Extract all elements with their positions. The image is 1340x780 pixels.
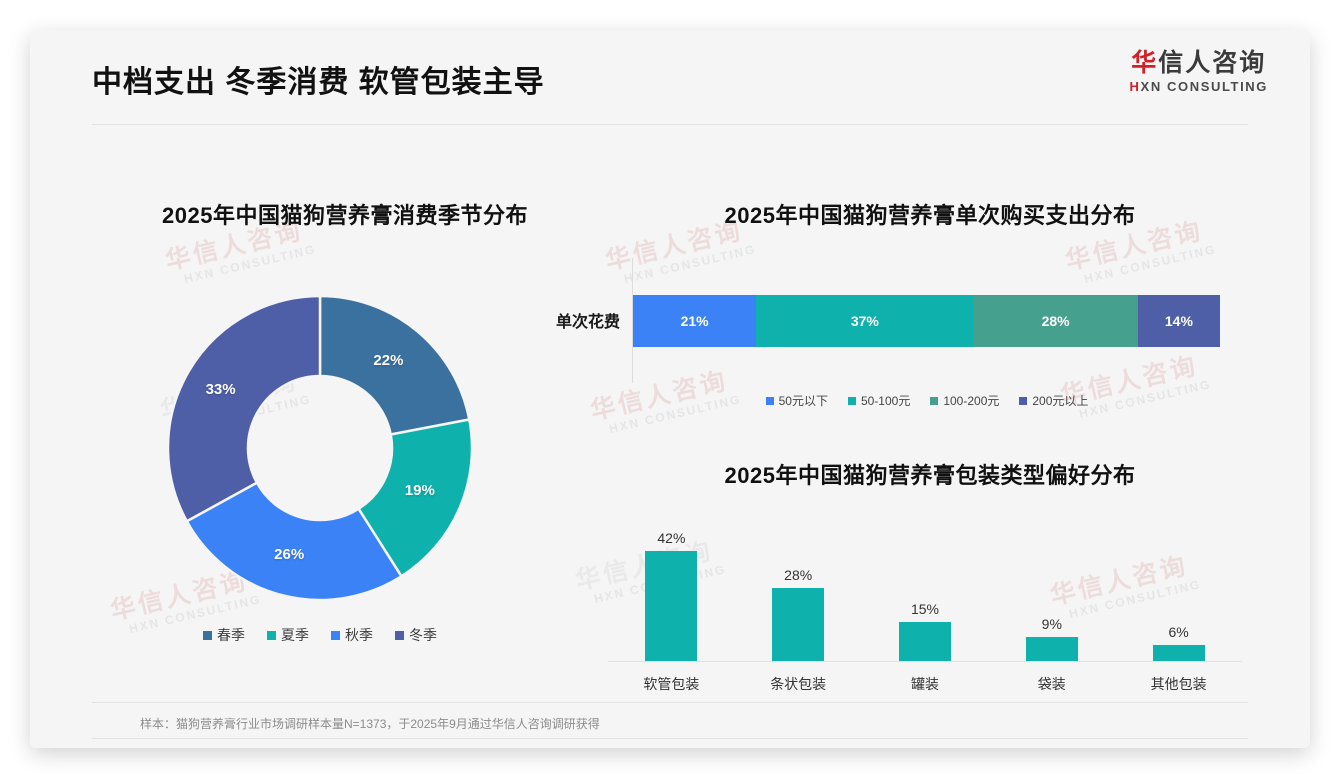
legend-swatch-icon <box>203 630 212 640</box>
page-title: 中档支出 冬季消费 软管包装主导 <box>92 66 545 99</box>
donut-chart: 22% 19% 26% 33% <box>160 288 480 608</box>
stacked-bar-segment[interactable]: 21% <box>633 295 757 347</box>
stacked-bar-category-label: 单次花费 <box>555 314 620 331</box>
slide-header: 中档支出 冬季消费 软管包装主导 华信人咨询 HXN CONSULTING <box>30 30 1310 128</box>
column-chart-column[interactable]: 6% <box>1115 516 1242 661</box>
donut-chart-svg <box>166 294 474 602</box>
stacked-bar-legend-label: 50-100元 <box>860 394 911 408</box>
donut-legend-label: 冬季 <box>409 627 437 643</box>
brand-logo-en-rest: XN CONSULTING <box>1140 79 1268 94</box>
stacked-bar-legend-item[interactable]: 50-100元 <box>847 392 911 409</box>
header-divider <box>92 124 1248 125</box>
stacked-bar-legend-item[interactable]: 200元以上 <box>1019 392 1088 409</box>
column-category-label: 软管包装 <box>643 676 700 692</box>
stacked-bar-axis <box>632 258 633 383</box>
stacked-bar-legend-label: 50元以下 <box>778 394 828 408</box>
stacked-bar-segment-label: 14% <box>1164 313 1193 329</box>
donut-slice[interactable] <box>185 480 404 602</box>
legend-swatch-icon <box>847 396 856 405</box>
column-bar[interactable] <box>1025 637 1078 661</box>
column-chart-baseline <box>608 661 1242 662</box>
stacked-bar-segment[interactable]: 14% <box>1137 295 1220 347</box>
column-chart-title: 2025年中国猫狗营养膏包装类型偏好分布 <box>724 463 1136 488</box>
stacked-bar-legend-item[interactable]: 50元以下 <box>765 392 828 409</box>
watermark-en: HXN CONSULTING <box>1082 241 1218 287</box>
slide-card: 华信人咨询 HXN CONSULTING 华信人咨询 HXN CONSULTIN… <box>30 30 1310 748</box>
brand-logo: 华信人咨询 HXN CONSULTING <box>1130 49 1268 94</box>
column-category-label: 罐装 <box>910 676 939 692</box>
column-value-label: 6% <box>1168 624 1189 641</box>
column-value-label: 42% <box>657 529 686 546</box>
stacked-bar-track: 21% 37% 28% 14% <box>633 295 1220 347</box>
stacked-bar-title: 2025年中国猫狗营养膏单次购买支出分布 <box>724 203 1136 228</box>
donut-slice-label: 19% <box>404 482 435 500</box>
brand-logo-cn: 华信人咨询 <box>1130 49 1268 77</box>
donut-legend-item[interactable]: 冬季 <box>395 625 437 645</box>
column-chart-column[interactable]: 42% <box>608 516 735 661</box>
stacked-bar-segment[interactable]: 37% <box>756 295 974 347</box>
legend-swatch-icon <box>930 396 939 405</box>
footnote: 样本：猫狗营养膏行业市场调研样本量N=1373，于2025年9月通过华信人咨询调… <box>140 717 600 731</box>
column-chart: 42% 28% 15% 9% 6% 软管包装 条状包装 罐装 袋装 其他包装 <box>608 512 1242 702</box>
column-chart-column[interactable]: 9% <box>988 516 1115 661</box>
footnote-divider <box>92 702 1248 703</box>
column-bar[interactable] <box>772 587 825 661</box>
column-chart-column[interactable]: 15% <box>862 516 989 661</box>
donut-slice[interactable] <box>318 294 471 436</box>
column-value-label: 28% <box>784 566 813 583</box>
donut-slice-label: 26% <box>274 546 305 564</box>
donut-legend-item[interactable]: 夏季 <box>267 625 309 645</box>
stacked-bar-legend-item[interactable]: 100-200元 <box>930 392 999 409</box>
column-chart-column[interactable]: 28% <box>735 516 862 661</box>
stacked-bar-legend-label: 200元以上 <box>1032 394 1089 408</box>
brand-logo-cn-accent: 华 <box>1131 49 1159 77</box>
donut-legend-label: 夏季 <box>281 627 309 643</box>
donut-legend-item[interactable]: 秋季 <box>331 625 373 645</box>
donut-slice[interactable] <box>166 294 322 523</box>
stacked-bar-segment-label: 21% <box>680 313 709 329</box>
brand-logo-en: HXN CONSULTING <box>1130 79 1268 94</box>
column-category-label: 条状包装 <box>770 676 827 692</box>
stacked-bar-segment-label: 37% <box>850 313 879 329</box>
donut-legend-label: 春季 <box>217 627 245 643</box>
donut-slice-label: 22% <box>373 351 404 369</box>
donut-legend-item[interactable]: 春季 <box>203 625 245 645</box>
column-bar[interactable] <box>1152 645 1205 661</box>
watermark-en: HXN CONSULTING <box>182 241 318 287</box>
donut-slice[interactable] <box>356 418 474 579</box>
donut-slice-label: 33% <box>205 380 236 398</box>
legend-swatch-icon <box>267 630 276 640</box>
column-chart-categories: 软管包装 条状包装 罐装 袋装 其他包装 <box>608 674 1242 694</box>
brand-logo-en-accent: H <box>1129 79 1141 94</box>
footer-divider <box>92 738 1248 739</box>
stacked-bar-legend: 50元以下 50-100元 100-200元 200元以上 <box>632 392 1222 409</box>
stacked-bar-legend-label: 100-200元 <box>943 394 1000 408</box>
legend-swatch-icon <box>395 630 404 640</box>
brand-logo-cn-rest: 信人咨询 <box>1158 49 1267 77</box>
legend-swatch-icon <box>331 630 340 640</box>
column-category-label: 袋装 <box>1037 676 1066 692</box>
column-category-label: 其他包装 <box>1150 676 1207 692</box>
column-bar[interactable] <box>645 550 698 661</box>
donut-legend-label: 秋季 <box>345 627 373 643</box>
column-bar[interactable] <box>898 621 951 661</box>
column-chart-bars: 42% 28% 15% 9% 6% <box>608 516 1242 661</box>
donut-chart-legend: 春季 夏季 秋季 冬季 <box>160 625 480 645</box>
stacked-bar-segment-label: 28% <box>1041 313 1070 329</box>
donut-chart-title: 2025年中国猫狗营养膏消费季节分布 <box>162 203 528 228</box>
watermark: 华信人咨询 HXN CONSULTING <box>1057 344 1213 424</box>
column-value-label: 15% <box>910 600 939 617</box>
legend-swatch-icon <box>765 396 774 405</box>
legend-swatch-icon <box>1019 396 1028 405</box>
watermark-en: HXN CONSULTING <box>622 241 758 287</box>
column-value-label: 9% <box>1041 616 1062 633</box>
stacked-bar-segment[interactable]: 28% <box>973 295 1138 347</box>
